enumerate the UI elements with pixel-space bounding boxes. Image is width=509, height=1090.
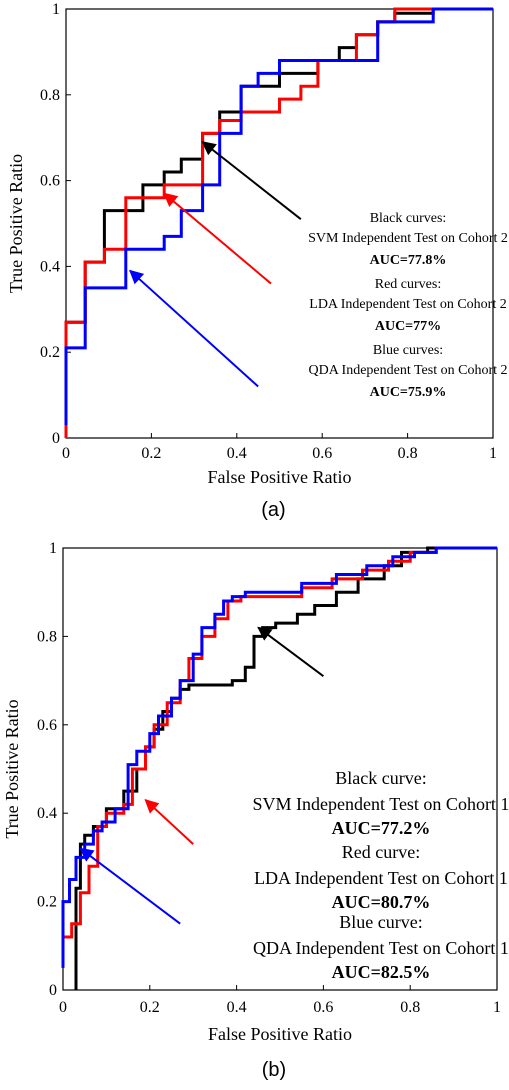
chart-panel-b: 0 0.2 0.4 0.6 0.8 1 0 0.2 0.4 0.6 0.8 1 False Positi… (2, 540, 509, 1081)
annotation-arrow-red-curve (144, 798, 194, 845)
annotation-blue-curve-line-1: Blue curves: (373, 343, 443, 358)
x-tick-label: 0.4 (227, 999, 247, 1016)
annotation-arrow-blue-curve (129, 269, 259, 388)
annotation-black-curve-line-3: AUC=77.2% (332, 818, 431, 838)
x-tick-label: 0.8 (400, 999, 420, 1016)
y-tick-label: 0.2 (37, 894, 57, 911)
y-tick-label: 1 (52, 1, 60, 18)
y-tick-label: 0.4 (40, 258, 60, 275)
annotation-blue-curve-line-2: QDA Independent Test on Cohort 1 (253, 938, 509, 958)
x-tick-label: 1 (493, 999, 501, 1016)
annotation-arrow-black-curve (201, 141, 302, 220)
y-tick-label: 0 (49, 982, 57, 999)
annotation-red-curve-line-1: Red curves: (375, 277, 441, 292)
y-tick-label: 1 (49, 540, 57, 557)
y-axis-label: True Positive Ratio (6, 154, 26, 293)
annotation-blue-curve-line-2: QDA Independent Test on Cohort 2 (308, 363, 507, 378)
x-tick-label: 1 (489, 445, 497, 462)
annotation-black-curve-line-2: SVM Independent Test on Cohort 2 (308, 231, 508, 246)
annotation-black-curve-line-3: AUC=77.8% (370, 253, 447, 268)
x-tick-label: 0 (59, 999, 67, 1016)
x-tick-label: 0.2 (140, 999, 160, 1016)
x-axis-label: False Positive Ratio (208, 1024, 352, 1044)
y-tick-label: 0.6 (37, 717, 57, 734)
annotation-blue-curve-line-3: AUC=82.5% (332, 962, 431, 982)
plot-frame (62, 547, 498, 991)
plot-frame (65, 8, 494, 439)
y-tick-label: 0.8 (37, 628, 57, 645)
annotation-arrow-black-curve (257, 626, 324, 677)
y-tick-label: 0.4 (37, 805, 57, 822)
x-axis-label: False Positive Ratio (208, 467, 352, 487)
annotation-arrow-blue-curve (79, 847, 181, 925)
y-tick-label: 0 (52, 430, 60, 447)
chart-panel-a: 0 0.2 0.4 0.6 0.8 1 0 0.2 0.4 0.6 0.8 1 False Positi… (6, 1, 508, 521)
annotation-blue-curve-line-1: Blue curve: (339, 912, 422, 932)
annotation-red-curve-line-2: LDA Independent Test on Cohort 1 (254, 868, 508, 888)
x-tick-label: 0.4 (227, 445, 247, 462)
annotation-red-curve-line-1: Red curve: (342, 842, 420, 862)
annotation-black-curve-line-1: Black curves: (370, 211, 447, 226)
annotation-black-curve-line-2: SVM Independent Test on Cohort 1 (253, 794, 509, 814)
x-tick-label: 0.2 (141, 445, 161, 462)
x-tick-label: 0.8 (398, 445, 418, 462)
annotation-blue-curve-line-3: AUC=75.9% (370, 385, 447, 400)
blue-curve (61, 546, 497, 968)
annotation-black-curve-line-1: Black curve: (335, 768, 426, 788)
y-axis-label: True Positive Ratio (2, 699, 22, 838)
panel-caption: (a) (261, 499, 285, 521)
red-curve (61, 546, 497, 955)
y-tick-label: 0.2 (40, 344, 60, 361)
annotation-arrow-red-curve (163, 192, 272, 285)
annotation-red-curve-line-3: AUC=80.7% (332, 892, 431, 912)
x-tick-label: 0.6 (313, 999, 333, 1016)
annotation-red-curve-line-2: LDA Independent Test on Cohort 2 (309, 297, 506, 312)
annotation-red-curve-line-3: AUC=77% (375, 319, 441, 334)
blue-curve (64, 7, 493, 426)
y-tick-label: 0.6 (40, 173, 60, 190)
y-tick-label: 0.8 (40, 87, 60, 104)
panel-caption: (b) (262, 1059, 286, 1081)
x-tick-label: 0 (62, 445, 70, 462)
x-tick-label: 0.6 (312, 445, 332, 462)
